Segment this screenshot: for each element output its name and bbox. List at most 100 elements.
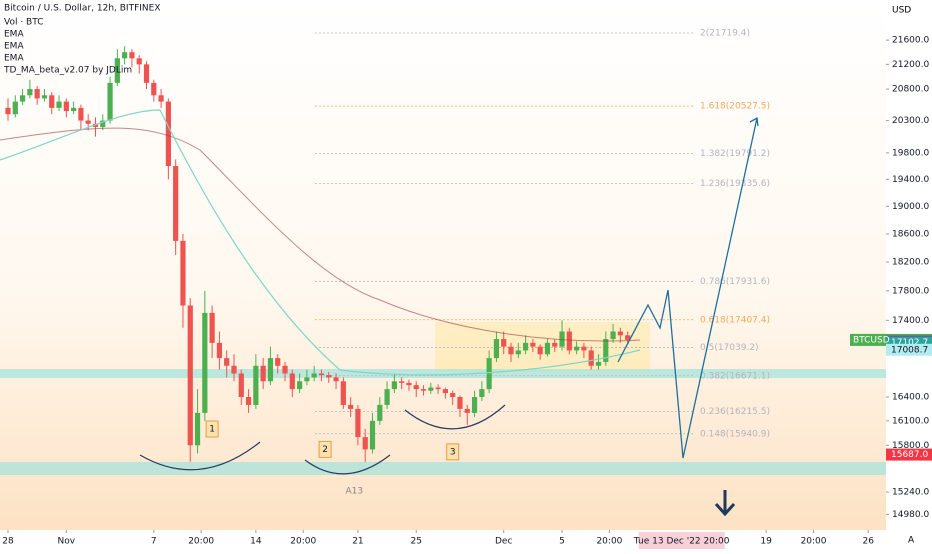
candle-body (253, 365, 259, 405)
candle-body (369, 420, 376, 450)
candle-body (5, 107, 11, 115)
y-axis-label: USD (892, 6, 911, 16)
candle-body (41, 95, 48, 99)
candle-body (187, 305, 193, 446)
y-tick-label: 19000.0 (892, 202, 929, 212)
y-tick-label: 14980.0 (892, 510, 929, 520)
candle-body (326, 375, 332, 378)
price-label-box (886, 343, 932, 356)
candle-body (173, 166, 179, 241)
candle-body (63, 101, 69, 112)
annotation: A13 (345, 487, 363, 497)
candle-body (355, 408, 361, 438)
x-tick-label: 7 (151, 537, 157, 547)
x-tick-label: 21 (352, 537, 363, 547)
fib-label: 0.618(17407.4) (700, 315, 770, 325)
candle-body (129, 52, 135, 59)
candle-body (413, 385, 419, 390)
legend: Bitcoin / U.S. Dollar, 12h, BITFINEX Vol… (3, 4, 161, 76)
x-tick-label: 20:00 (188, 537, 214, 547)
legend-item: EMA (4, 30, 24, 40)
candle-body (362, 437, 368, 450)
candle-body (471, 396, 478, 413)
candle-body (566, 331, 572, 351)
candle-body (165, 101, 171, 167)
candle-body (297, 381, 303, 390)
legend-item: TD_MA_beta_v2.07 by JDLim (3, 66, 132, 76)
candle-body (428, 387, 434, 391)
candle-body (435, 387, 441, 390)
y-tick-label: 20800.0 (892, 85, 929, 95)
candle-body (282, 365, 288, 374)
candle-body (595, 361, 602, 366)
price-label: 15687.0 (891, 450, 928, 460)
candle-body (275, 358, 281, 366)
candle-body (406, 382, 412, 386)
candle-body (544, 342, 551, 355)
annotation-box (446, 443, 460, 461)
candle-body (318, 373, 325, 376)
annotation-box (318, 440, 332, 458)
legend-item: Vol · BTC (4, 18, 43, 28)
projection-path (617, 116, 759, 459)
plot-background (0, 0, 886, 530)
candle-body (34, 89, 40, 99)
ema-line (0, 127, 641, 342)
candle-body (508, 346, 514, 355)
time-axis (0, 530, 886, 550)
y-tick-label: 16100.0 (892, 416, 929, 426)
candle-body (617, 331, 623, 336)
candle-body (464, 408, 470, 413)
candle-body (143, 64, 150, 83)
x-tick-label: 28 (2, 537, 14, 547)
candle-body (340, 381, 346, 405)
candle-body (442, 389, 448, 394)
candle-body (515, 350, 521, 355)
candle-body (333, 377, 339, 382)
x-tick-label: 19 (760, 537, 772, 547)
candle-body (260, 365, 266, 382)
candle-body (552, 342, 558, 347)
candle-body (501, 339, 507, 347)
candle-body (194, 412, 201, 446)
candle-body (581, 346, 587, 351)
corner-label: A (908, 536, 915, 546)
candle-body (85, 120, 91, 124)
fib-label: 0.382(16671.1) (700, 371, 770, 381)
x-tick-label: 14 (250, 537, 262, 547)
price-label: 17102.7 (891, 338, 928, 348)
y-tick-label: 18600.0 (892, 229, 929, 239)
candle-body (537, 346, 543, 355)
candle-body (559, 331, 565, 347)
candle-body (114, 58, 120, 83)
pattern-arc (139, 441, 261, 471)
candle-body (122, 52, 128, 59)
y-tick-label: 19800.0 (892, 148, 929, 158)
candle-body (348, 404, 354, 409)
candle-body (384, 389, 390, 405)
y-tick-label: 17400.0 (892, 316, 929, 326)
y-tick-label: 15800.0 (892, 441, 929, 451)
fib-label: 0.148(15940.9) (700, 429, 770, 439)
candle-body (486, 358, 492, 390)
candle-body (107, 82, 113, 121)
candle-body (603, 339, 609, 362)
series-layer: 2(21719.4) 1.618(20527.5) 1.382(19791.2) 1.… (5, 29, 770, 462)
y-tick-label: 19400.0 (892, 175, 929, 185)
candle-body (574, 346, 580, 351)
fib-label: 0.5(17039.2) (700, 343, 759, 353)
candle-body (158, 95, 164, 102)
candle-body (245, 396, 252, 405)
candle-body (136, 58, 142, 65)
candle-body (231, 365, 237, 374)
fib-label: 0.236(16215.5) (700, 407, 770, 417)
x-tick-label: 25 (411, 537, 422, 547)
y-tick-label: 17800.0 (892, 286, 929, 296)
candle-body (202, 312, 208, 413)
candle-body (479, 389, 485, 397)
candle-body (267, 358, 274, 382)
candle-body (610, 331, 616, 340)
x-tick-label: 20:00 (290, 537, 316, 547)
x-tick-label: 5 (559, 537, 565, 547)
